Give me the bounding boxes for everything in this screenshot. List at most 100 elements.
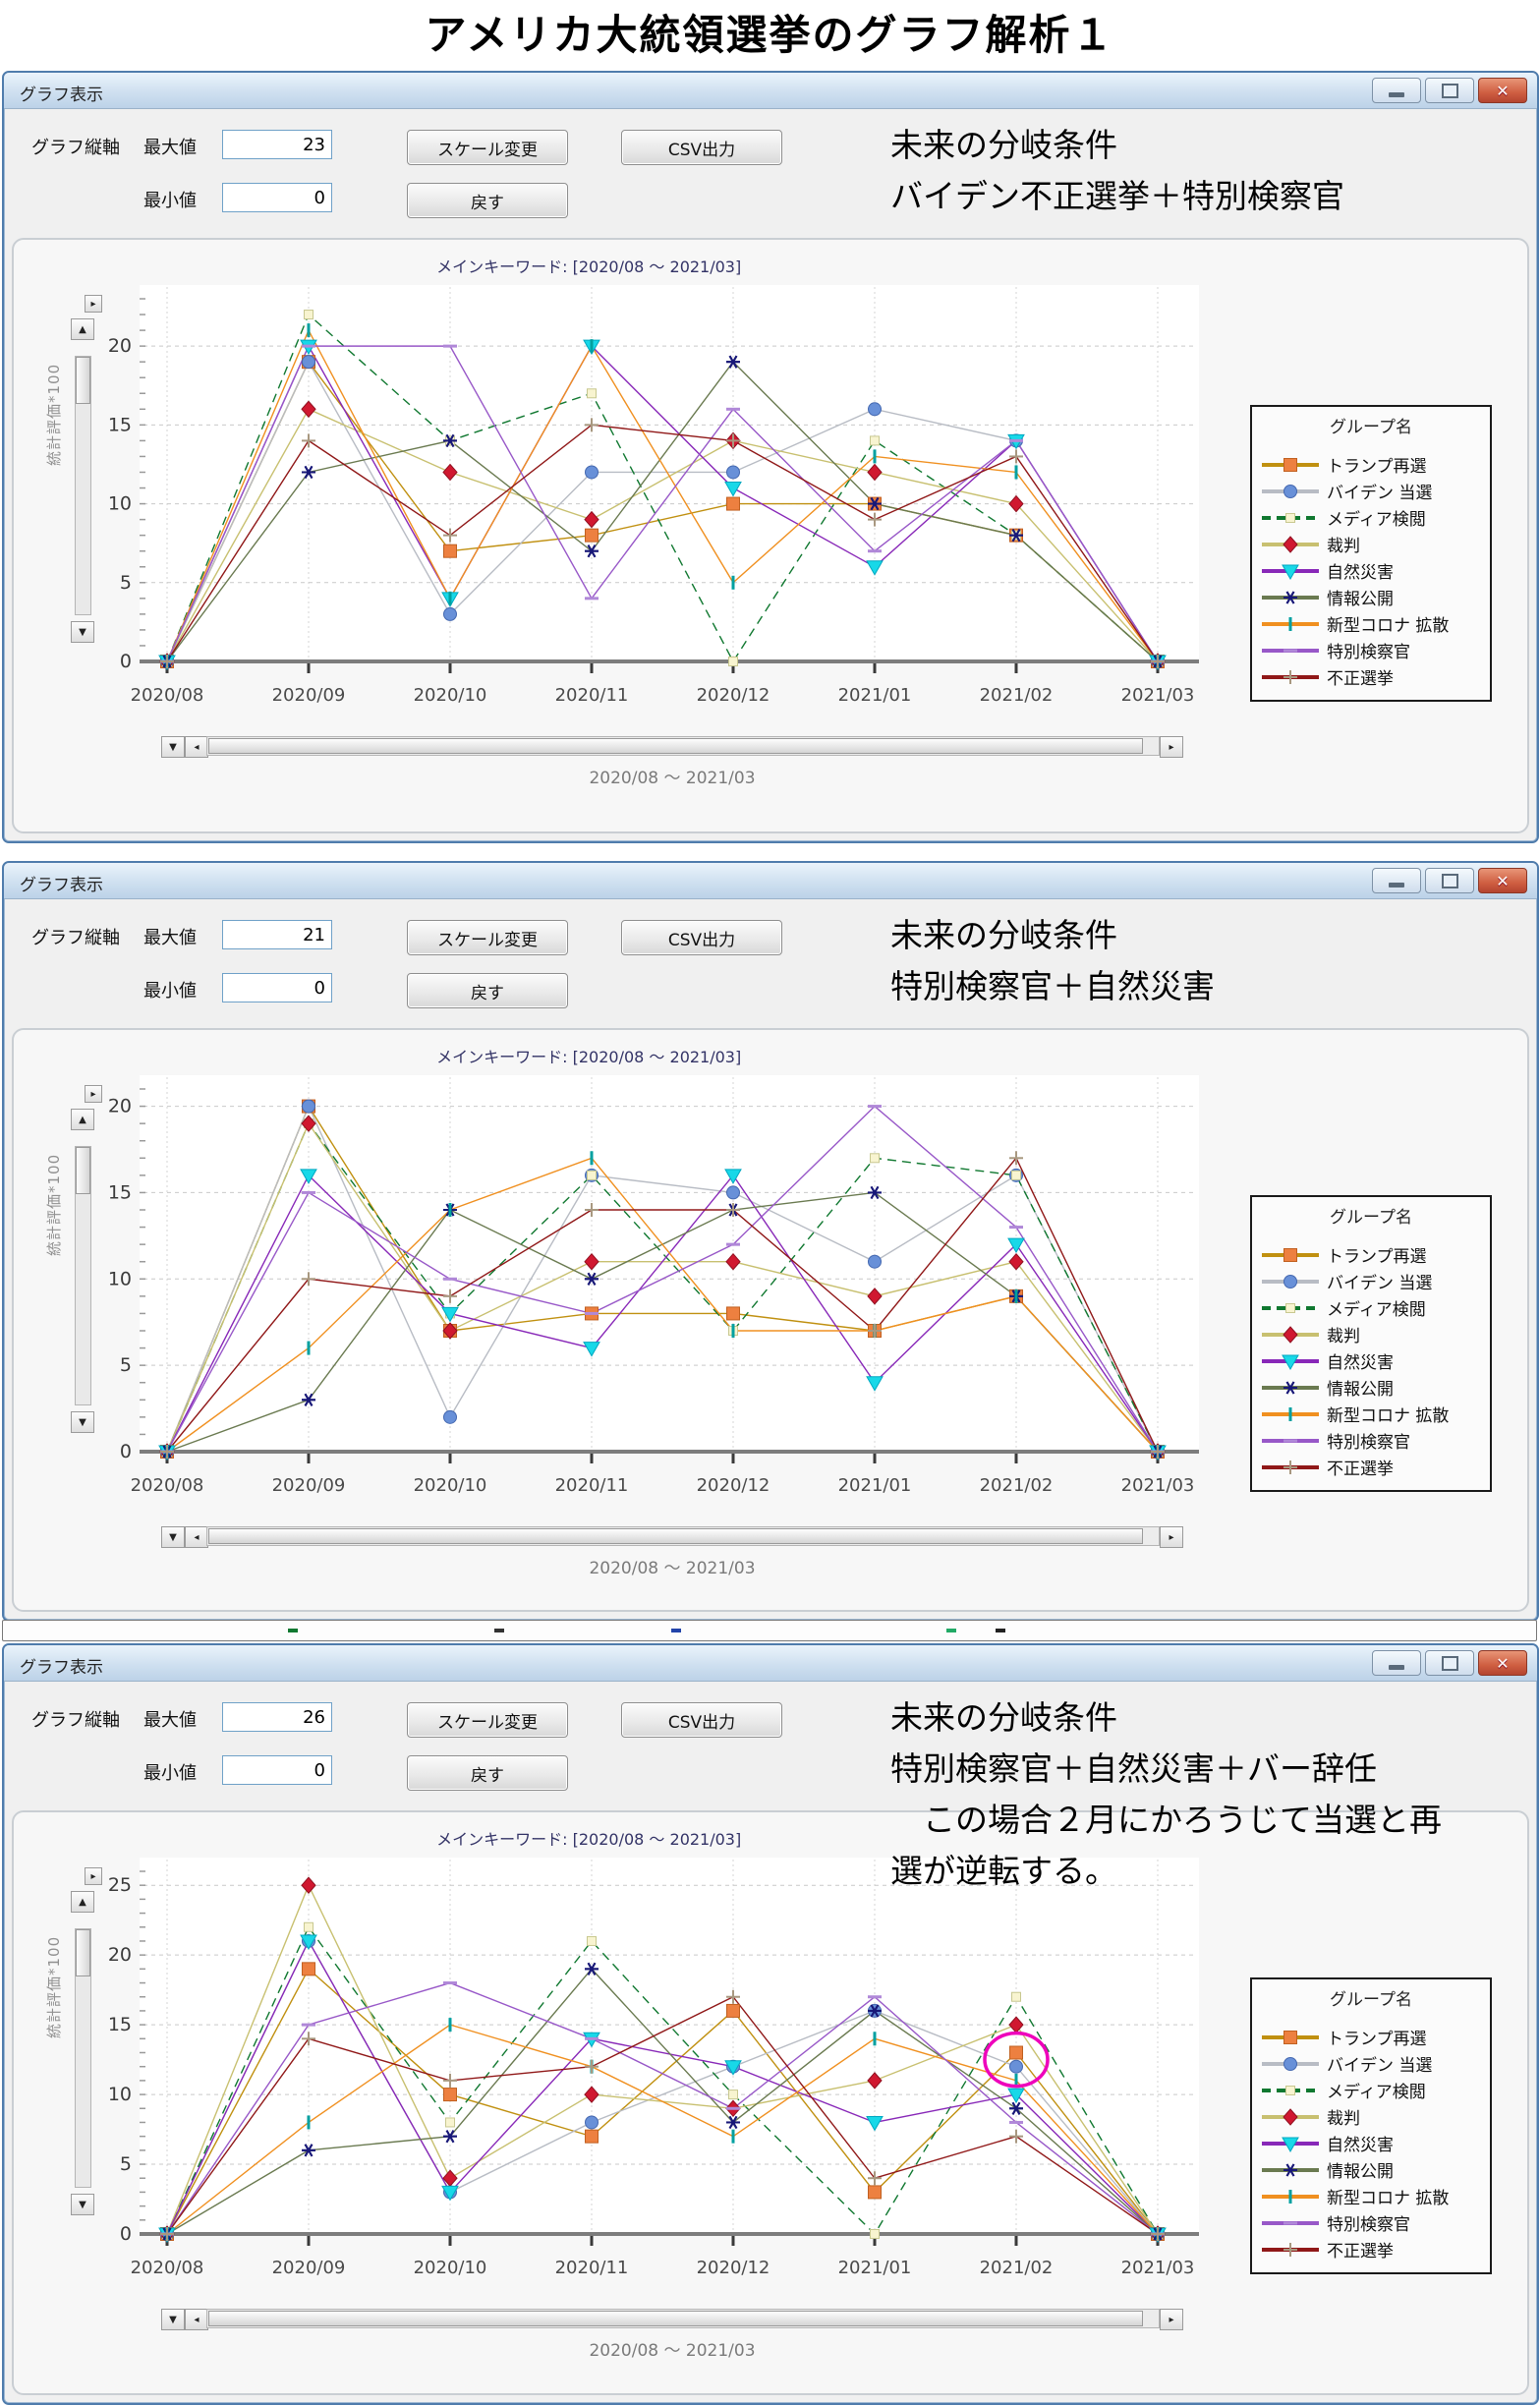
scroll-down-small-button[interactable]: ▼ [161, 1526, 185, 1548]
legend-item: バイデン 当選 [1252, 2050, 1490, 2077]
legend-title: グループ名 [1330, 1208, 1412, 1228]
max-label: 最大値 [143, 1710, 197, 1731]
circle-marker-icon [1262, 1274, 1319, 1288]
legend-item: 情報公開 [1252, 1374, 1490, 1401]
minimize-button[interactable] [1372, 78, 1421, 103]
annotation-text: 未来の分岐条件 特別検察官＋自然災害＋バー辞任 この場合２月にかろうじて当選と再選… [890, 1692, 1442, 1898]
plus-marker-icon [1262, 669, 1319, 684]
scroll-down-small-button[interactable]: ▼ [161, 736, 185, 758]
annotation-line: 選が逆転する。 [890, 1852, 1117, 1891]
scroll-right-button[interactable]: ▸ [1160, 1526, 1183, 1548]
scale-change-button[interactable]: スケール変更 [407, 920, 568, 955]
scroll-up-button[interactable]: ▲ [71, 1109, 94, 1130]
close-button[interactable]: ✕ [1478, 1650, 1527, 1676]
window-title: グラフ表示 [20, 1658, 103, 1678]
scroll-down-button[interactable]: ▼ [71, 2194, 94, 2215]
horizontal-scroll-track[interactable] [206, 2309, 1160, 2328]
maximize-button[interactable] [1425, 868, 1474, 893]
horizontal-scroll-thumb[interactable] [208, 738, 1143, 754]
vbar-marker-icon [1262, 1406, 1319, 1421]
horizontal-scroll-thumb[interactable] [208, 1528, 1143, 1544]
legend-label: 新型コロナ 拡散 [1327, 1406, 1450, 1426]
min-value-input[interactable] [222, 1755, 332, 1785]
csv-export-button[interactable]: CSV出力 [621, 1702, 782, 1738]
reset-button[interactable]: 戻す [407, 183, 568, 218]
titlebar[interactable]: グラフ表示 ✕ [4, 73, 1537, 109]
scroll-left-button[interactable]: ◂ [185, 1526, 208, 1548]
svg-text:5: 5 [120, 572, 132, 594]
minimize-button[interactable] [1372, 1650, 1421, 1676]
svg-text:2020/12: 2020/12 [697, 2258, 770, 2278]
legend-label: メディア検閲 [1327, 1300, 1426, 1320]
hdash-marker-icon [1262, 1438, 1319, 1443]
close-button[interactable]: ✕ [1478, 868, 1527, 893]
min-label: 最小値 [143, 191, 197, 211]
scroll-right-button[interactable]: ▸ [1160, 736, 1183, 758]
minimize-button[interactable] [1372, 868, 1421, 893]
hdash-marker-icon [1262, 2220, 1319, 2225]
legend-label: バイデン 当選 [1327, 484, 1433, 503]
scroll-down-button[interactable]: ▼ [71, 1411, 94, 1433]
reset-button[interactable]: 戻す [407, 973, 568, 1008]
svg-text:2020/11: 2020/11 [555, 1475, 629, 1496]
scroll-left-button[interactable]: ◂ [185, 2309, 208, 2330]
close-button[interactable]: ✕ [1478, 78, 1527, 103]
palesquare-marker-icon [1262, 512, 1319, 523]
scroll-up-button[interactable]: ▲ [71, 318, 94, 340]
legend-label: バイデン 当選 [1327, 1274, 1433, 1293]
plus-marker-icon [1262, 1460, 1319, 1474]
chart-panel: メインキーワード: [2020/08 ～ 2021/03] 統計評価*100 ▸… [12, 1028, 1529, 1612]
vbar-marker-icon [1262, 616, 1319, 631]
scroll-down-button[interactable]: ▼ [71, 621, 94, 643]
svg-text:2021/01: 2021/01 [838, 1475, 912, 1496]
scroll-right-small-button[interactable]: ▸ [85, 1085, 102, 1103]
chart-caption: メインキーワード: [2020/08 ～ 2021/03] [436, 1830, 742, 1849]
scroll-left-button[interactable]: ◂ [185, 736, 208, 758]
svg-text:2020/12: 2020/12 [697, 685, 770, 706]
horizontal-scroll-thumb[interactable] [208, 2311, 1143, 2326]
legend-item: トランプ再選 [1252, 2024, 1490, 2050]
max-value-input[interactable] [222, 1702, 332, 1732]
scroll-right-button[interactable]: ▸ [1160, 2309, 1183, 2330]
vertical-scroll-track[interactable] [75, 1928, 91, 2188]
diamond-marker-icon [1262, 535, 1319, 553]
titlebar[interactable]: グラフ表示 ✕ [4, 863, 1537, 899]
vertical-scroll-thumb[interactable] [76, 1147, 90, 1194]
horizontal-scroll-track[interactable] [206, 736, 1160, 756]
vertical-scroll-thumb[interactable] [76, 1929, 90, 1976]
maximize-button[interactable] [1425, 78, 1474, 103]
axis-label: グラフ縦軸 [31, 928, 120, 948]
vertical-scroll-thumb[interactable] [76, 357, 90, 404]
asterisk-marker-icon [1262, 2162, 1319, 2177]
svg-text:15: 15 [108, 414, 132, 435]
vertical-scrollbar: ▸ ▲ ▼ [71, 1867, 102, 2241]
csv-export-button[interactable]: CSV出力 [621, 920, 782, 955]
max-value-input[interactable] [222, 130, 332, 159]
legend-label: 自然災害 [1327, 1353, 1394, 1373]
minimize-icon [1389, 91, 1404, 97]
scroll-right-small-button[interactable]: ▸ [85, 295, 102, 313]
min-value-input[interactable] [222, 973, 332, 1002]
min-label: 最小値 [143, 981, 197, 1002]
scroll-right-small-button[interactable]: ▸ [85, 1867, 102, 1885]
scroll-up-button[interactable]: ▲ [71, 1891, 94, 1913]
horizontal-scroll-track[interactable] [206, 1526, 1160, 1546]
maximize-button[interactable] [1425, 1650, 1474, 1676]
csv-export-button[interactable]: CSV出力 [621, 130, 782, 165]
scroll-down-small-button[interactable]: ▼ [161, 2309, 185, 2330]
titlebar[interactable]: グラフ表示 ✕ [4, 1645, 1537, 1682]
legend-item: トランプ再選 [1252, 1241, 1490, 1268]
plus-marker-icon [1262, 2242, 1319, 2257]
max-value-input[interactable] [222, 920, 332, 949]
vertical-scroll-track[interactable] [75, 1146, 91, 1405]
reset-button[interactable]: 戻す [407, 1755, 568, 1791]
annotation-line: バイデン不正選挙＋特別検察官 [890, 177, 1344, 216]
scale-change-button[interactable]: スケール変更 [407, 130, 568, 165]
legend-label: 自然災害 [1327, 2136, 1394, 2155]
svg-text:15: 15 [108, 2014, 132, 2035]
scale-change-button[interactable]: スケール変更 [407, 1702, 568, 1738]
svg-text:2021/01: 2021/01 [838, 2258, 912, 2278]
svg-text:20: 20 [108, 1096, 132, 1117]
vertical-scroll-track[interactable] [75, 356, 91, 615]
min-value-input[interactable] [222, 183, 332, 212]
